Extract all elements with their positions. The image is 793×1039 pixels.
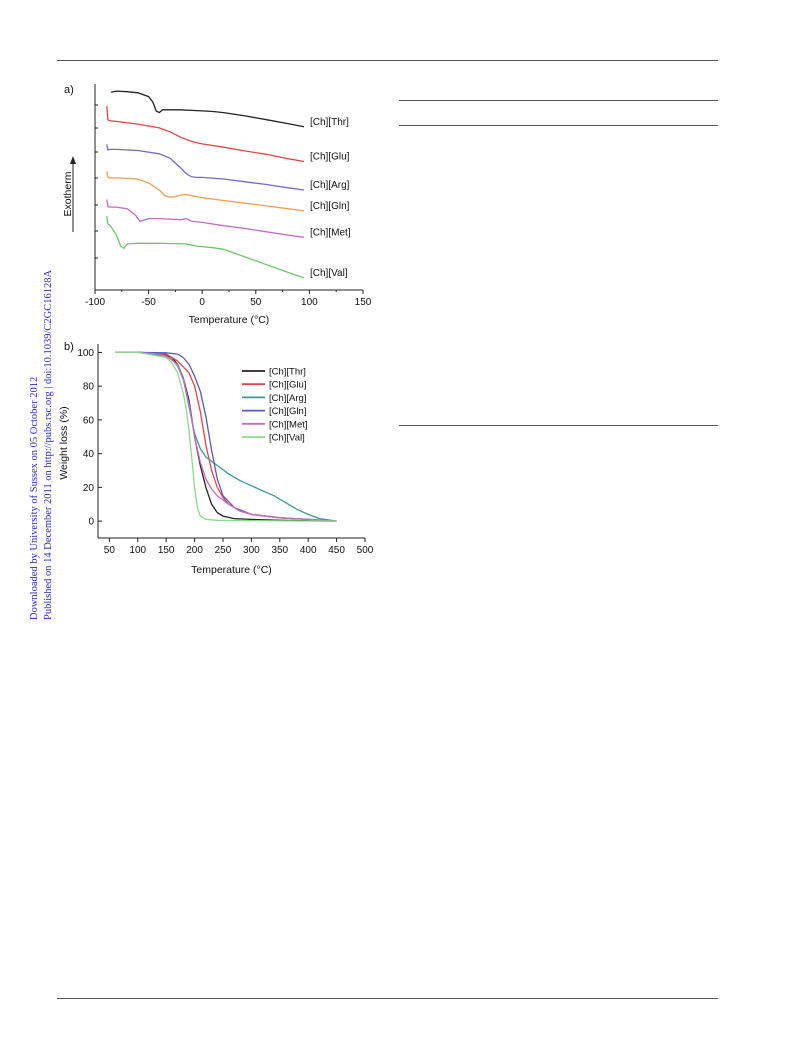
legend-label-2: [Ch][Glu] [269,380,307,391]
series-line-a-4 [106,171,305,212]
header-rule [57,60,718,61]
curve-label-a-6: [Ch][Val] [310,268,348,279]
curve-label-a-2: [Ch][Glu] [310,151,350,162]
x-axis-title-b: Temperature (°C) [191,564,272,576]
y-tick-label-b: 60 [83,415,95,426]
series-line-b-5 [115,351,337,522]
x-axis-title-a: Temperature (°C) [189,314,270,326]
series-line-b-3 [115,351,337,522]
x-tick-label-b: 250 [215,545,232,556]
series-line-a-5 [106,199,305,238]
legend-label-6: [Ch][Val] [269,433,305,444]
curve-label-a-1: [Ch][Thr] [310,117,349,128]
curve-label-a-5: [Ch][Met] [310,227,351,238]
x-tick-label-b: 300 [243,545,260,556]
x-tick-label-b: 200 [186,545,203,556]
x-tick-label-b: 150 [158,545,175,556]
x-tick-label-a: 150 [355,297,372,308]
x-tick-label-b: 450 [328,545,345,556]
series-line-a-6 [106,215,305,279]
legend-label-1: [Ch][Thr] [269,367,306,378]
x-tick-label-a: -50 [141,297,156,308]
curve-label-a-3: [Ch][Arg] [310,180,350,191]
x-tick-label-a: 100 [301,297,318,308]
panel-label-b: b) [64,341,74,353]
y-axis-title-b: Weight loss (%) [58,406,70,479]
y-tick-label-b: 0 [88,517,94,528]
series-line-a-2 [106,105,305,163]
x-tick-label-b: 100 [129,545,146,556]
x-tick-label-b: 50 [104,545,116,556]
panel-label-a: a) [64,84,74,96]
table-top-rule [399,100,718,101]
y-tick-label-b: 40 [83,449,95,460]
table-header-rule [399,125,718,126]
y-tick-label-b: 20 [83,483,95,494]
series-line-a-3 [106,144,305,191]
legend-label-3: [Ch][Arg] [269,393,307,404]
series-line-a-1 [110,90,305,128]
x-tick-label-a: 0 [199,297,205,308]
footer-rule [57,998,718,999]
curve-label-a-4: [Ch][Gln] [310,201,350,212]
x-tick-label-a: -100 [85,297,105,308]
x-tick-label-a: 50 [250,297,262,308]
exotherm-arrowhead [70,156,76,164]
y-axis-title-a: Exotherm [62,171,74,216]
x-tick-label-b: 350 [271,545,288,556]
legend-label-4: [Ch][Gln] [269,406,307,417]
table-bottom-rule [399,425,718,426]
y-tick-label-b: 80 [83,382,95,393]
y-tick-label-b: 100 [77,348,94,359]
series-line-b-6 [115,351,337,522]
legend-label-5: [Ch][Met] [269,419,308,430]
x-tick-label-b: 500 [357,545,374,556]
x-tick-label-b: 400 [300,545,317,556]
